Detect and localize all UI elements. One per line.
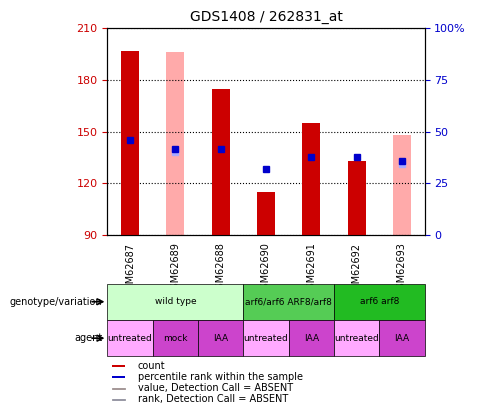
- Bar: [212, 89, 230, 235]
- Bar: [112, 376, 125, 378]
- Bar: [107, 320, 153, 356]
- Text: untreated: untreated: [108, 334, 152, 343]
- Text: untreated: untreated: [244, 334, 288, 343]
- Text: arf6/arf6 ARF8/arf8: arf6/arf6 ARF8/arf8: [245, 297, 332, 306]
- Text: IAA: IAA: [213, 334, 228, 343]
- Bar: [166, 53, 184, 235]
- Text: agent: agent: [74, 333, 102, 343]
- Bar: [379, 320, 425, 356]
- Text: untreated: untreated: [334, 334, 379, 343]
- Text: genotype/variation: genotype/variation: [10, 297, 102, 307]
- Text: value, Detection Call = ABSENT: value, Detection Call = ABSENT: [138, 383, 293, 393]
- Bar: [153, 320, 198, 356]
- Bar: [288, 320, 334, 356]
- Text: mock: mock: [163, 334, 187, 343]
- Bar: [244, 284, 334, 320]
- Bar: [112, 388, 125, 389]
- Bar: [198, 320, 244, 356]
- Bar: [302, 123, 320, 235]
- Bar: [393, 135, 411, 235]
- Text: wild type: wild type: [155, 297, 196, 306]
- Bar: [112, 399, 125, 400]
- Bar: [121, 51, 139, 235]
- Text: rank, Detection Call = ABSENT: rank, Detection Call = ABSENT: [138, 394, 288, 405]
- Text: IAA: IAA: [304, 334, 319, 343]
- Text: percentile rank within the sample: percentile rank within the sample: [138, 372, 303, 382]
- Bar: [112, 365, 125, 367]
- Bar: [334, 320, 379, 356]
- Text: count: count: [138, 361, 165, 371]
- Bar: [347, 161, 366, 235]
- Bar: [244, 320, 288, 356]
- Bar: [107, 284, 244, 320]
- Text: arf6 arf8: arf6 arf8: [360, 297, 399, 306]
- Text: IAA: IAA: [394, 334, 409, 343]
- Text: GDS1408 / 262831_at: GDS1408 / 262831_at: [189, 10, 343, 24]
- Bar: [334, 284, 425, 320]
- Bar: [257, 192, 275, 235]
